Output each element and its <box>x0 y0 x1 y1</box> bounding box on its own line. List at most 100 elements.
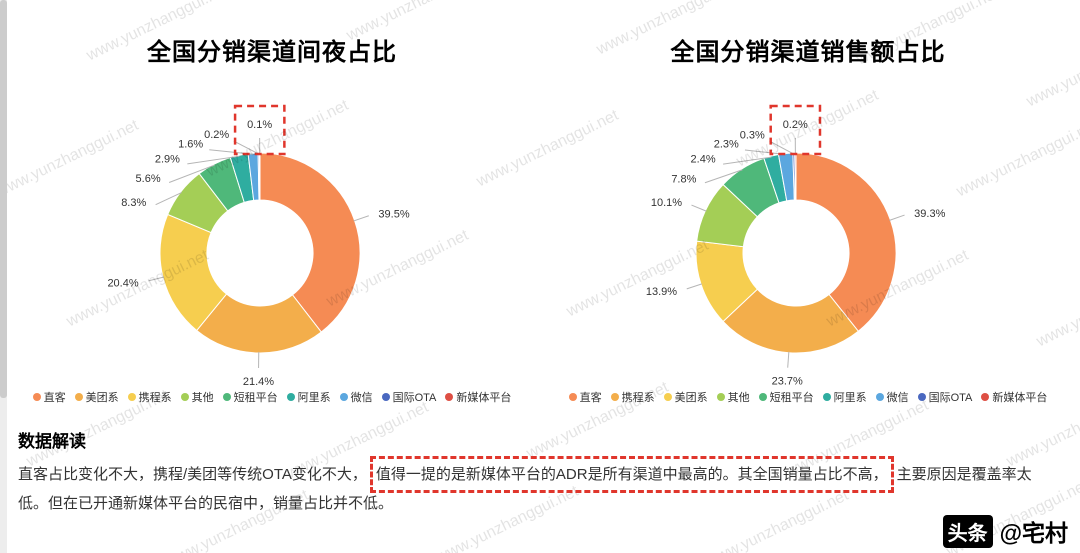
legend-dot <box>917 393 926 401</box>
legend-label: 微信 <box>886 392 909 404</box>
legend-dot <box>381 393 390 401</box>
legend-item[interactable]: 国际OTA <box>917 389 973 405</box>
label-line <box>686 283 703 290</box>
slice-label: 39.3% <box>914 208 945 220</box>
legend-dot <box>127 393 136 401</box>
legend-item[interactable]: 微信 <box>339 389 373 405</box>
legend-label: 美团系 <box>674 392 708 404</box>
legend-label: 美团系 <box>85 392 119 404</box>
toutiao-badge: 头条 <box>942 514 993 548</box>
slice-label: 2.3% <box>714 139 739 151</box>
pie-slice[interactable] <box>795 152 897 332</box>
analysis-section: 数据解读 直客占比变化不大，携程/美团等传统OTA变化不大， 值得一提的是新媒体平… <box>0 427 1080 518</box>
chart-room-nights: 全国分销渠道间夜占比 39.5% 21.4% 20.4% 8.3% 5.6% 2.9% 1.… <box>12 26 532 405</box>
legend-dot <box>981 393 990 401</box>
pie-slice[interactable] <box>259 152 361 333</box>
slice-label: 2.9% <box>155 153 180 165</box>
legend-dot <box>822 393 831 401</box>
pie-slice[interactable] <box>258 152 261 201</box>
slice-label: 0.2% <box>783 119 808 131</box>
legend-item[interactable]: 其他 <box>716 389 750 405</box>
legend-dot <box>286 393 295 401</box>
legend-item[interactable]: 微信 <box>875 389 909 405</box>
highlight-annotation-box <box>233 104 286 156</box>
legend-dot <box>716 393 725 401</box>
analysis-text: 直客占比变化不大，携程/美团等传统OTA变化不大， 值得一提的是新媒体平台的ADR… <box>18 456 1060 518</box>
legend-dot <box>875 393 884 401</box>
legend-dot <box>445 393 454 401</box>
chart-title-room-nights: 全国分销渠道间夜占比 <box>147 39 397 66</box>
legend-dot <box>339 393 348 401</box>
legend-label: 短租平台 <box>769 392 814 404</box>
legend-item[interactable]: 新媒体平台 <box>981 389 1047 405</box>
legend-label: 国际OTA <box>392 392 437 404</box>
legend-item[interactable]: 阿里系 <box>286 389 331 405</box>
legend-item[interactable]: 新媒体平台 <box>445 389 511 405</box>
legend-dot <box>180 393 189 401</box>
label-line <box>722 156 772 165</box>
legend-label: 携程系 <box>138 392 172 404</box>
slice-label: 0.1% <box>247 119 272 131</box>
legend-label: 其他 <box>727 392 750 404</box>
label-line <box>769 140 795 155</box>
scrollbar-track[interactable] <box>0 0 7 553</box>
slice-label: 0.3% <box>740 129 765 141</box>
legend-dot <box>568 393 577 401</box>
legend-label: 短租平台 <box>233 392 278 404</box>
toutiao-watermark: 头条 @宅村 <box>942 514 1068 548</box>
legend-dot <box>663 393 672 401</box>
legend-item[interactable]: 短租平台 <box>222 389 278 405</box>
slice-label: 23.7% <box>772 376 803 388</box>
slice-label: 0.2% <box>204 129 229 141</box>
donut-chart-room-nights: 39.5% 21.4% 20.4% 8.3% 5.6% 2.9% 1.6%0.2% 0.1% <box>107 104 410 388</box>
pie-slice[interactable] <box>196 293 322 354</box>
legend-dot <box>32 393 41 401</box>
scrollbar-thumb[interactable] <box>0 0 7 399</box>
legend-item[interactable]: 直客 <box>32 389 66 405</box>
legend-label: 直客 <box>43 392 66 404</box>
legend-dot <box>74 393 83 401</box>
slice-label: 10.1% <box>651 197 682 209</box>
legend-item[interactable]: 短租平台 <box>758 389 814 405</box>
legend-dot <box>758 393 767 401</box>
legend-label: 阿里系 <box>297 392 331 404</box>
analysis-text-pre: 直客占比变化不大，携程/美团等传统OTA变化不大， <box>18 466 367 483</box>
legend-item[interactable]: 直客 <box>568 389 602 405</box>
label-line <box>691 204 707 212</box>
slice-label: 1.6% <box>178 139 203 151</box>
legend-label: 阿里系 <box>833 392 867 404</box>
legend-item[interactable]: 美团系 <box>74 389 119 405</box>
legend-label: 新媒体平台 <box>456 392 512 404</box>
donut-chart-sales-share: 39.3% 23.7% 13.9% 10.1% 7.8% 2.4% 2.3%0.3% 0.2% <box>646 104 946 388</box>
pie-slice[interactable] <box>794 152 797 201</box>
legend-item[interactable]: 国际OTA <box>381 389 437 405</box>
legend-item[interactable]: 携程系 <box>610 389 655 405</box>
legend-item[interactable]: 携程系 <box>127 389 172 405</box>
slice-label: 5.6% <box>136 173 161 185</box>
label-line <box>168 164 215 183</box>
legend-label: 新媒体平台 <box>992 392 1048 404</box>
label-line <box>148 276 165 282</box>
analysis-heading: 数据解读 <box>18 432 86 451</box>
highlight-annotation-box <box>769 104 822 156</box>
charts-row: 全国分销渠道间夜占比 39.5% 21.4% 20.4% 8.3% 5.6% 2.9% 1.… <box>12 26 1068 405</box>
slice-label: 20.4% <box>107 278 138 290</box>
label-line <box>889 214 905 221</box>
label-line <box>353 215 369 222</box>
legend-label: 微信 <box>350 392 373 404</box>
slice-label: 8.3% <box>121 197 146 209</box>
analysis-text-post: 主要原因是覆盖率太低。但在已开通新媒体平台的民宿中，销量占比并不低。 <box>18 466 1032 512</box>
legend-label: 直客 <box>579 392 602 404</box>
legend-item[interactable]: 美团系 <box>663 389 708 405</box>
legend-item[interactable]: 阿里系 <box>822 389 867 405</box>
legend-item[interactable]: 其他 <box>180 389 214 405</box>
label-line <box>233 140 259 155</box>
legend-label: 国际OTA <box>928 392 973 404</box>
chart-sales-share: 全国分销渠道销售额占比 39.3% 23.7% 13.9% 10.1% 7.8% 2.4%… <box>548 26 1068 405</box>
legend-label: 其他 <box>191 392 214 404</box>
legend-sales-share: 直客 携程系 美团系 其他 短租平台 阿里系 微信 国际OTA 新媒体平台 <box>548 389 1068 405</box>
slice-label: 2.4% <box>691 154 716 166</box>
slice-label: 21.4% <box>243 376 274 388</box>
slice-label: 13.9% <box>646 286 677 298</box>
